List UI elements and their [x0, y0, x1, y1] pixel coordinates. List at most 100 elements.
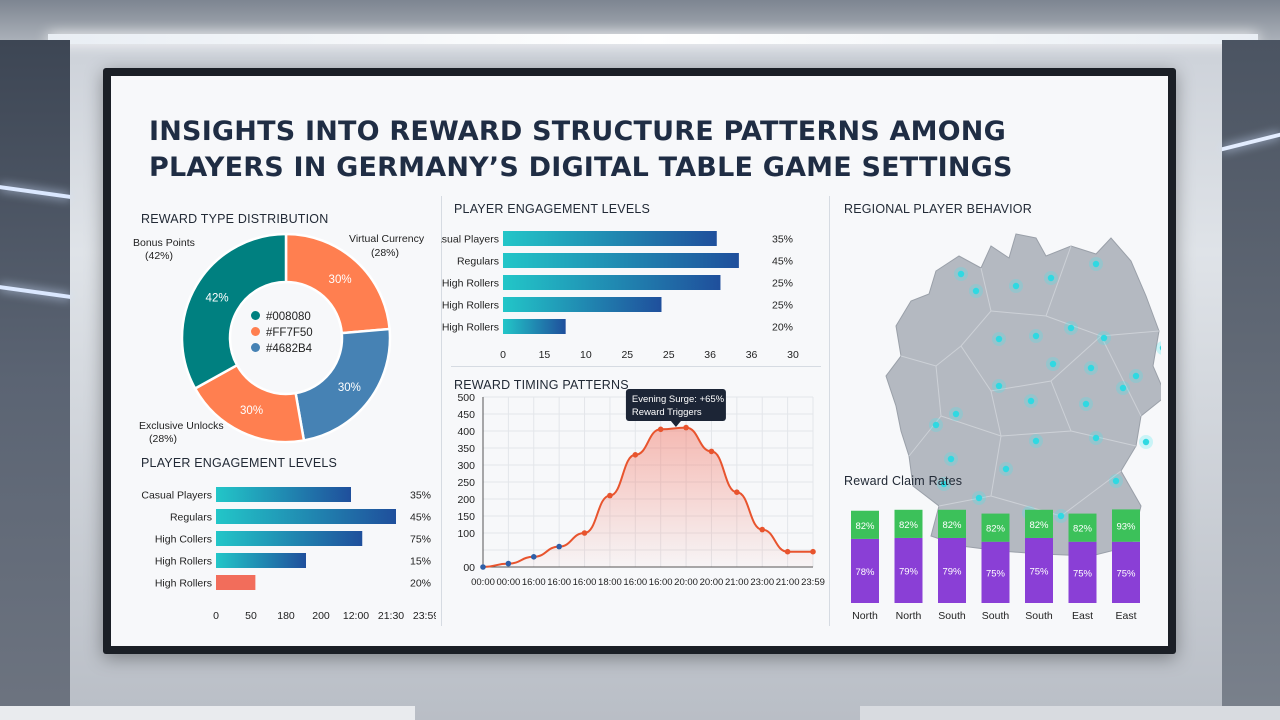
map-dot — [972, 287, 980, 295]
timing-title: REWARD TIMING PATTERNS — [454, 378, 629, 392]
x-tick-label: 23:00 — [750, 577, 774, 588]
map-dot — [1082, 400, 1090, 408]
callout-exclusive: Exclusive Unlocks — [139, 420, 224, 432]
stack-category-label: South — [938, 610, 966, 622]
bar-category-label: Regulars — [457, 256, 499, 268]
bar-value-label: 35% — [410, 490, 431, 502]
engagement-mid-chart: Casual Players 35% Regulars 45% High Rollers… — [441, 231, 799, 361]
map-dot — [947, 455, 955, 463]
bar-category-label: High Rollers — [442, 278, 499, 290]
stack-bottom-label: 75% — [1116, 568, 1136, 579]
line-series — [482, 426, 814, 568]
stack-bar-bottom — [894, 537, 923, 603]
y-tick-label: 300 — [457, 460, 475, 472]
bar-category-label: Casual Players — [141, 490, 212, 502]
stack-bottom-label: 75% — [986, 568, 1006, 579]
germany-map — [885, 233, 1161, 556]
map-dot — [1027, 397, 1035, 405]
pie-slice-label: 42% — [206, 292, 229, 304]
y-tick-label: 200 — [457, 494, 475, 506]
map-dot — [1087, 364, 1095, 372]
bar — [503, 275, 721, 290]
map-dot — [1132, 372, 1140, 380]
callout-bonus-pct: (42%) — [145, 250, 173, 262]
x-tick-label: 21:00 — [776, 577, 800, 588]
stack-bar-bottom — [851, 538, 879, 603]
stack-top-label: 82% — [1073, 524, 1093, 535]
bar-value-label: 20% — [772, 322, 793, 334]
map-dot — [932, 421, 940, 429]
legend-swatch-coral — [251, 327, 260, 336]
x-tick-label: 15 — [539, 349, 551, 361]
map-dot — [1032, 437, 1040, 445]
callout-virtual-pct: (28%) — [371, 247, 399, 259]
x-tick-label: 10 — [580, 349, 592, 361]
x-tick-label: 200 — [312, 610, 330, 622]
x-tick-label: 12:00 — [343, 610, 369, 622]
x-tick-label: 30 — [787, 349, 799, 361]
annotation-line-2: Reward Triggers — [632, 407, 702, 418]
x-tick-label: 21:00 — [725, 577, 749, 588]
map-dot — [940, 480, 948, 488]
regional-title: REGIONAL PLAYER BEHAVIOR — [844, 202, 1032, 216]
ceiling-light — [48, 34, 1258, 44]
bar-category-label: High Rollers — [155, 578, 212, 590]
map-dot — [1159, 345, 1161, 351]
right-wall — [1222, 40, 1280, 720]
x-tick-label: 16:00 — [522, 577, 546, 588]
pie-slice-label: 30% — [329, 274, 352, 286]
stack-bottom-label: 79% — [899, 566, 919, 577]
line-point — [683, 424, 689, 431]
x-tick-label: 00:00 — [471, 577, 495, 588]
bar-category-label: Regulars — [170, 512, 212, 524]
title-line-1: INSIGHTS INTO REWARD STRUCTURE PATTERNS … — [149, 116, 1006, 147]
x-tick-label: 25 — [621, 349, 633, 361]
map-dot — [995, 382, 1003, 390]
x-tick-label: 20:00 — [700, 577, 724, 588]
desk-right — [860, 706, 1280, 720]
x-tick-label: 25 — [663, 349, 675, 361]
y-tick-label: 250 — [457, 477, 475, 489]
stack-category-label: East — [1072, 610, 1093, 622]
pie-chart: 30% 30% 30% 42% Bonus Points (42%) Virtual … — [133, 232, 425, 445]
bar — [503, 319, 566, 334]
line-point — [734, 489, 740, 495]
pie-slice-label: 30% — [338, 382, 361, 394]
map-dot — [1119, 384, 1127, 392]
legend-swatch-blue — [251, 343, 260, 352]
page-title: INSIGHTS INTO REWARD STRUCTURE PATTERNS … — [149, 114, 1029, 186]
line-point — [505, 560, 512, 567]
engagement-left-chart: Casual Players 35% Regulars 45% High Collers… — [141, 487, 436, 622]
stack-bottom-label: 75% — [1029, 566, 1049, 577]
bar — [503, 231, 717, 246]
stack-category-label: North — [896, 610, 922, 622]
y-tick-label: 350 — [457, 443, 475, 455]
map-dot — [995, 335, 1003, 343]
stack-top-label: 82% — [899, 520, 919, 531]
x-tick-label: 21:30 — [378, 610, 404, 622]
bar — [216, 509, 396, 524]
callout-virtual: Virtual Currency — [349, 233, 425, 245]
stack-bottom-label: 78% — [855, 567, 875, 578]
line-point — [556, 543, 562, 550]
map-dot — [1057, 512, 1065, 520]
legend-teal: #008080 — [266, 311, 311, 323]
stack-bar-bottom — [1025, 537, 1053, 603]
bar-value-label: 45% — [410, 512, 431, 524]
stack-bar-top — [938, 509, 966, 538]
monitor: INSIGHTS INTO REWARD STRUCTURE PATTERNS … — [103, 68, 1176, 654]
map-dot — [975, 494, 983, 502]
stack-category-label: South — [1025, 610, 1053, 622]
y-tick-label: 00 — [463, 562, 475, 574]
stack-bar-top — [851, 510, 879, 539]
stack-bar-top — [1112, 509, 1140, 542]
map-dot — [1047, 274, 1055, 282]
map-dot — [1092, 260, 1100, 268]
line-point — [480, 564, 486, 570]
line-point — [607, 492, 613, 499]
map-dot — [1112, 477, 1120, 485]
engagement-mid-title: PLAYER ENGAGEMENT LEVELS — [454, 202, 651, 216]
stack-bar-top — [981, 513, 1010, 542]
map-dot — [1100, 334, 1108, 342]
bar — [503, 297, 662, 312]
